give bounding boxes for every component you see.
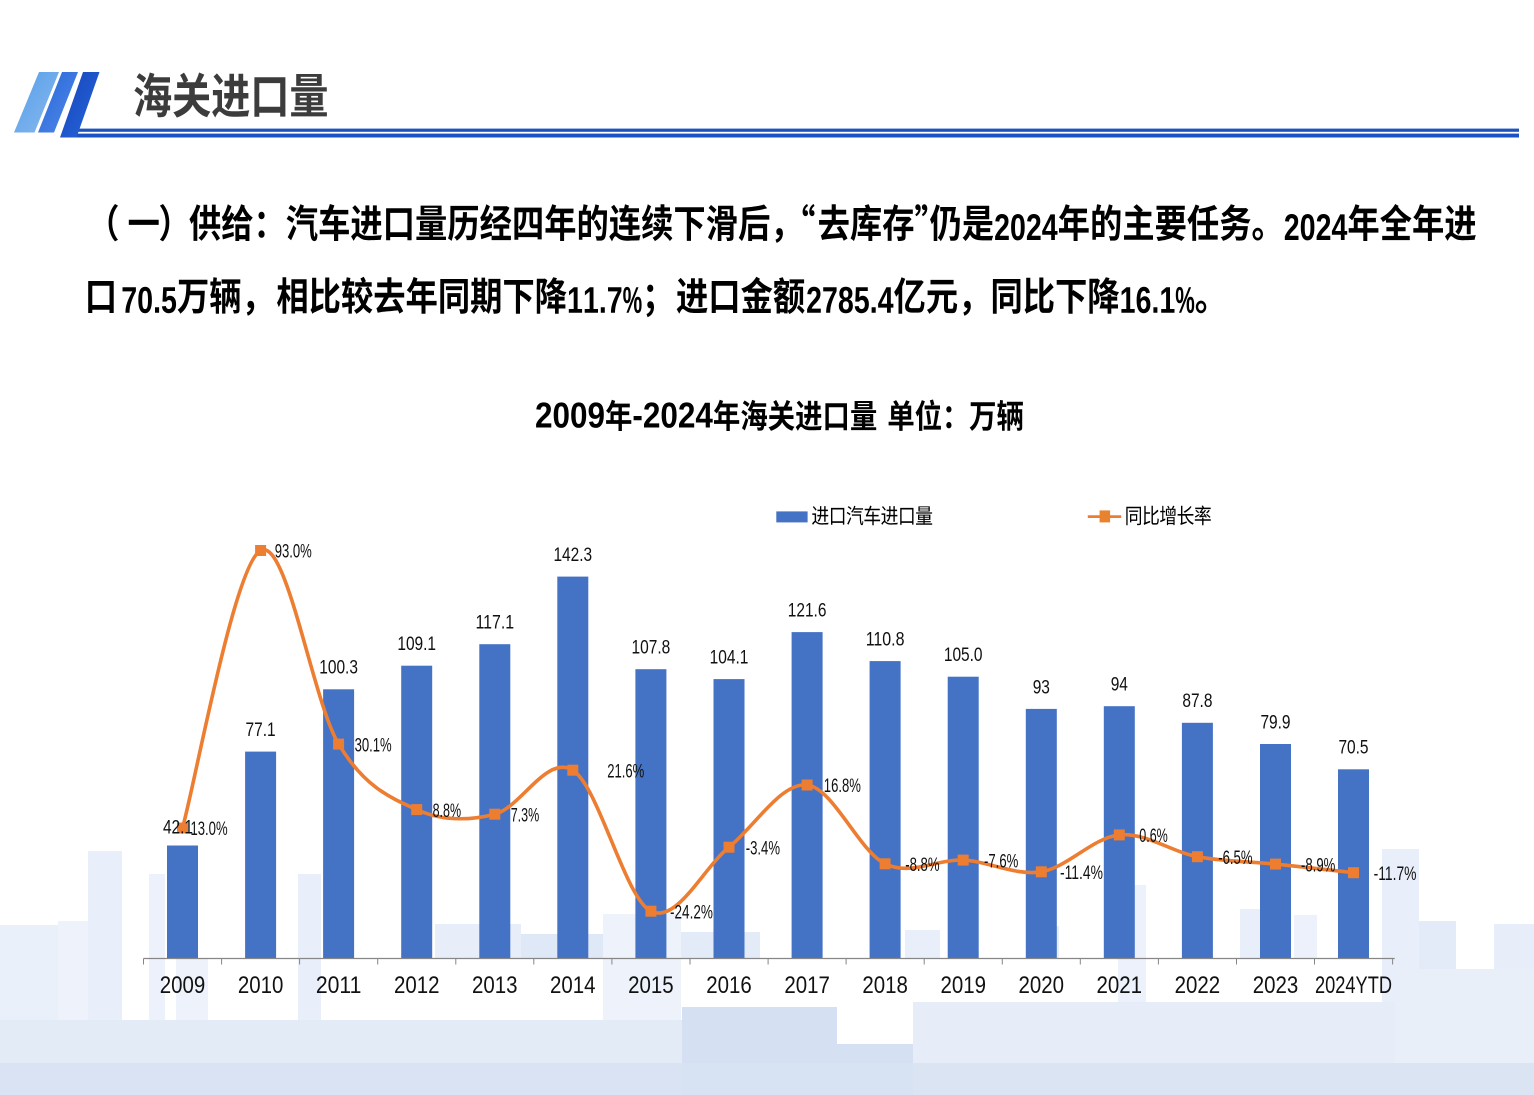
svg-text:42.1: 42.1 bbox=[163, 816, 193, 838]
svg-text:-24.2%: -24.2% bbox=[670, 901, 713, 923]
svg-text:30.1%: 30.1% bbox=[355, 734, 392, 756]
svg-text:121.6: 121.6 bbox=[788, 600, 827, 622]
svg-text:2011: 2011 bbox=[316, 972, 362, 999]
svg-text:2009: 2009 bbox=[160, 972, 206, 999]
svg-text:2022: 2022 bbox=[1175, 972, 1221, 999]
svg-text:93: 93 bbox=[1033, 676, 1050, 698]
svg-text:107.8: 107.8 bbox=[632, 637, 671, 659]
svg-text:2015: 2015 bbox=[628, 972, 674, 999]
svg-text:-3.4%: -3.4% bbox=[746, 837, 780, 859]
svg-text:110.8: 110.8 bbox=[866, 629, 905, 651]
svg-text:2013: 2013 bbox=[472, 972, 518, 999]
svg-text:8.8%: 8.8% bbox=[433, 800, 462, 822]
svg-text:77.1: 77.1 bbox=[246, 719, 276, 741]
svg-text:-7.6%: -7.6% bbox=[984, 850, 1018, 872]
svg-text:104.1: 104.1 bbox=[710, 647, 749, 669]
svg-text:94: 94 bbox=[1111, 674, 1128, 696]
svg-text:2012: 2012 bbox=[394, 972, 440, 999]
svg-text:-6.5%: -6.5% bbox=[1218, 847, 1252, 869]
svg-text:2014: 2014 bbox=[550, 972, 596, 999]
svg-text:109.1: 109.1 bbox=[397, 633, 436, 655]
svg-text:142.3: 142.3 bbox=[553, 544, 592, 566]
svg-text:-11.7%: -11.7% bbox=[1374, 863, 1417, 885]
svg-text:87.8: 87.8 bbox=[1182, 690, 1212, 712]
svg-text:2017: 2017 bbox=[784, 972, 830, 999]
svg-text:21.6%: 21.6% bbox=[607, 760, 644, 782]
svg-text:16.8%: 16.8% bbox=[824, 775, 861, 797]
svg-text:2024YTD: 2024YTD bbox=[1315, 972, 1392, 999]
svg-text:93.0%: 93.0% bbox=[275, 541, 312, 563]
svg-text:79.9: 79.9 bbox=[1260, 711, 1290, 733]
svg-text:13.0%: 13.0% bbox=[191, 818, 228, 840]
svg-text:105.0: 105.0 bbox=[944, 644, 983, 666]
svg-text:2020: 2020 bbox=[1019, 972, 1065, 999]
svg-text:2016: 2016 bbox=[706, 972, 752, 999]
svg-text:0.6%: 0.6% bbox=[1139, 825, 1168, 847]
svg-text:-8.9%: -8.9% bbox=[1301, 854, 1335, 876]
svg-text:2019: 2019 bbox=[940, 972, 986, 999]
svg-text:-8.8%: -8.8% bbox=[905, 854, 939, 876]
svg-text:2018: 2018 bbox=[862, 972, 908, 999]
svg-text:2021: 2021 bbox=[1097, 972, 1143, 999]
svg-text:117.1: 117.1 bbox=[475, 612, 514, 634]
svg-text:-11.4%: -11.4% bbox=[1060, 862, 1103, 884]
svg-text:2023: 2023 bbox=[1253, 972, 1299, 999]
svg-text:2010: 2010 bbox=[238, 972, 284, 999]
svg-text:70.5: 70.5 bbox=[1338, 737, 1368, 759]
svg-text:7.3%: 7.3% bbox=[511, 804, 540, 826]
svg-text:100.3: 100.3 bbox=[319, 657, 358, 679]
